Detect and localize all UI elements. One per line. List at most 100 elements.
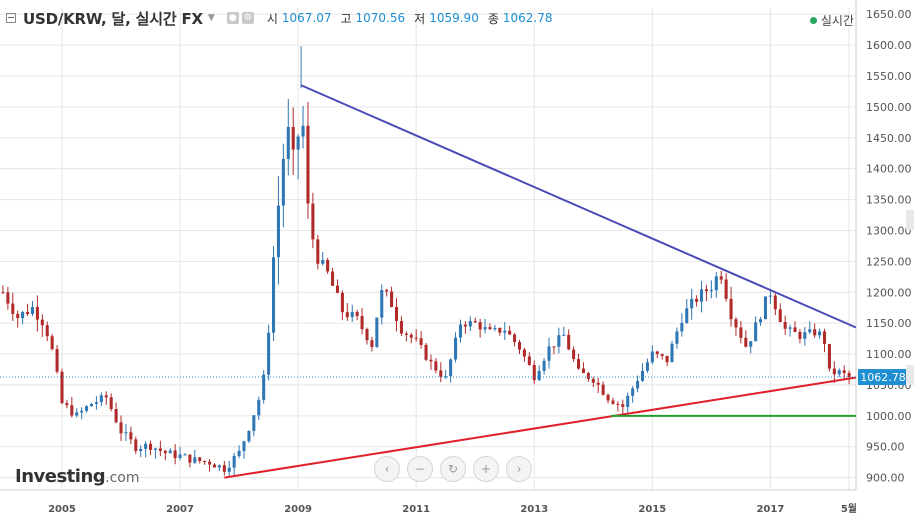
candle-body <box>232 455 236 468</box>
last-price-tag <box>858 369 908 386</box>
candle-body <box>616 403 620 405</box>
candle-body <box>257 399 261 416</box>
candle-body <box>11 303 15 314</box>
y-tick-label: 1000.00 <box>866 410 912 423</box>
candle-body <box>468 320 472 327</box>
candle-body <box>375 317 379 348</box>
reset-button[interactable]: ↻ <box>440 456 466 482</box>
low-label: 저 <box>414 11 426 26</box>
x-tick-label: 2005 <box>48 504 76 515</box>
candle-body <box>665 355 669 363</box>
candle-body <box>813 329 817 336</box>
candle-body <box>296 136 300 150</box>
candle-body <box>645 362 649 371</box>
candle-body <box>385 289 389 292</box>
candle-body <box>488 327 492 330</box>
candle-body <box>65 403 69 406</box>
open-label: 시 <box>266 11 278 26</box>
candle-body <box>783 321 787 329</box>
candle-body <box>685 308 689 323</box>
candle-body <box>454 337 458 360</box>
candle-body <box>508 330 512 335</box>
candle-body <box>759 319 763 323</box>
candle-body <box>567 334 571 350</box>
ohlc-readout: 시 1067.07 고 1070.56 저 1059.90 종 1062.78 <box>267 10 562 27</box>
settings-icon[interactable]: ⚙ <box>241 12 254 24</box>
candle-body <box>660 354 664 356</box>
candle-body <box>709 290 713 292</box>
candle-body <box>650 351 654 363</box>
scroll-handle-bottom[interactable] <box>906 365 914 385</box>
candle-body <box>778 309 782 322</box>
candle-body <box>532 364 536 381</box>
candle-body <box>808 329 812 333</box>
candle-body <box>724 279 728 299</box>
x-tick-label: 2013 <box>520 504 548 515</box>
candle-body <box>360 316 364 330</box>
candle-body <box>370 340 374 348</box>
scroll-right-button[interactable]: › <box>506 456 532 482</box>
close-label: 종 <box>487 11 499 26</box>
candle-body <box>75 412 79 416</box>
candle-body <box>409 334 413 338</box>
candle-body <box>503 330 507 333</box>
chart-title: USD/KRW, 달, 실시간 FX <box>23 9 203 28</box>
realtime-label: 실시간 <box>820 14 854 28</box>
candle-body <box>837 370 841 375</box>
candle-body <box>586 373 590 379</box>
candle-body <box>203 461 207 463</box>
scroll-left-button[interactable]: ‹ <box>374 456 400 482</box>
low-value: 1059.90 <box>429 11 479 25</box>
candle-body <box>252 415 256 431</box>
collapse-icon[interactable] <box>6 13 16 23</box>
candle-body <box>212 464 217 468</box>
y-tick-label: 1600.00 <box>866 39 912 52</box>
candle-body <box>734 319 738 328</box>
candle-body <box>149 443 153 450</box>
camera-icon[interactable]: ● <box>226 12 239 24</box>
candle-body <box>552 346 556 348</box>
candle-body <box>139 448 143 451</box>
trendline-lower <box>224 376 857 479</box>
chart-header: USD/KRW, 달, 실시간 FX ▼ ● ⚙ 시 1067.07 고 107… <box>0 0 860 36</box>
y-tick-label: 1400.00 <box>866 163 912 176</box>
chevron-down-icon[interactable]: ▼ <box>207 13 215 23</box>
candle-body <box>340 292 344 313</box>
candle-body <box>517 342 522 350</box>
candle-body <box>134 439 138 451</box>
candle-body <box>301 125 305 137</box>
candle-body <box>522 349 526 357</box>
candle-body <box>183 454 187 456</box>
candle-body <box>695 298 699 302</box>
candle-body <box>355 311 359 317</box>
candle-body <box>744 337 748 347</box>
candle-body <box>291 126 295 150</box>
candle-body <box>700 289 704 302</box>
candle-body <box>631 388 635 396</box>
candle-body <box>394 306 399 322</box>
candle-body <box>89 403 94 407</box>
y-tick-label: 1450.00 <box>866 132 912 145</box>
candle-body <box>311 203 315 240</box>
candle-body <box>237 450 241 456</box>
candle-body <box>222 465 226 472</box>
candle-body <box>276 205 280 258</box>
candle-body <box>365 329 369 341</box>
candle-body <box>458 324 462 338</box>
candle-body <box>690 298 694 309</box>
candle-body <box>45 325 49 337</box>
candle-body <box>380 289 384 318</box>
candle-body <box>262 374 266 400</box>
candle-body <box>55 349 59 372</box>
candle-body <box>173 450 177 459</box>
zoom-out-button[interactable]: − <box>407 456 433 482</box>
candle-body <box>798 331 802 339</box>
candle-body <box>99 395 103 403</box>
zoom-in-button[interactable]: + <box>473 456 499 482</box>
candle-body <box>163 450 167 454</box>
scroll-handle-top[interactable] <box>906 210 914 230</box>
candle-body <box>1 292 5 294</box>
candle-body <box>85 406 89 411</box>
y-tick-label: 1300.00 <box>866 224 912 237</box>
